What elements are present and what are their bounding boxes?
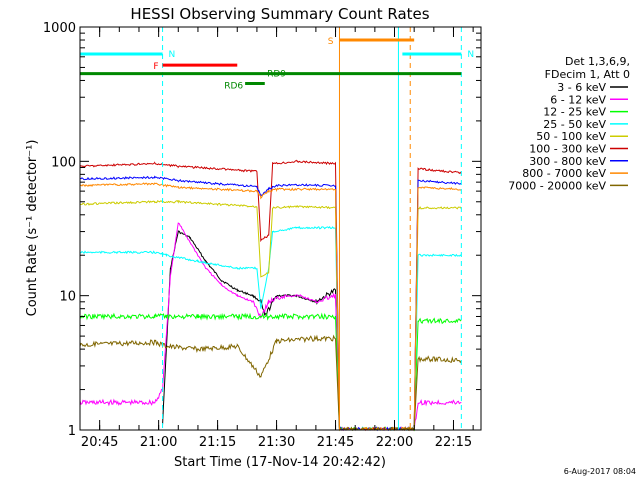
flag-label-f-2: F: [153, 62, 158, 72]
legend-label-50-100-kev: 50 - 100 keV: [536, 130, 606, 143]
footer-timestamp: 6-Aug-2017 08:04: [564, 467, 636, 476]
flag-label-s-3: S: [328, 37, 334, 47]
legend-label-6-12-kev: 6 - 12 keV: [550, 93, 606, 106]
legend-label-800-7000-kev: 800 - 7000 keV: [522, 167, 606, 180]
x-axis-label: Start Time (17-Nov-14 20:42:42): [174, 455, 386, 470]
legend-label-12-25-kev: 12 - 25 keV: [543, 106, 606, 119]
plot-frame: [79, 26, 482, 431]
x-tick-label-21-15: 21:15: [199, 435, 236, 450]
flag-label-rd9-4: RD9: [267, 70, 286, 80]
flag-layer: N N F S RD9 RD6: [80, 37, 474, 91]
x-tick-label-22-00: 22:00: [376, 435, 413, 450]
legend-label-7000-20000-kev: 7000 - 20000 keV: [508, 179, 606, 192]
legend-header-0: Det 1,3,6,9,: [565, 55, 630, 68]
chart-title: HESSI Observing Summary Count Rates: [130, 5, 429, 23]
flag-label-n-1: N: [467, 50, 474, 60]
y-tick-label-10: 10: [59, 290, 76, 305]
flag-label-rd6-5: RD6: [224, 81, 243, 91]
legend-label-3-6-kev: 3 - 6 keV: [557, 81, 606, 94]
legend-label-100-300-kev: 100 - 300 keV: [529, 143, 606, 156]
x-tick-label-21-00: 21:00: [140, 435, 177, 450]
x-tick-label-22-15: 22:15: [435, 435, 472, 450]
legend-label-300-800-kev: 300 - 800 keV: [529, 155, 606, 168]
x-tick-label-21-45: 21:45: [317, 435, 354, 450]
legend-label-25-50-kev: 25 - 50 keV: [543, 118, 606, 131]
y-axis-label: Count Rate (s⁻¹ detector⁻¹): [25, 140, 40, 317]
x-tick-label-20-45: 20:45: [81, 435, 118, 450]
y-tick-label-100: 100: [51, 155, 76, 170]
x-axis: 20:45 21:00 21:15 21:30 21:45 22:00 22:15: [79, 27, 474, 450]
x-tick-label-21-30: 21:30: [258, 435, 295, 450]
legend-header-1: FDecim 1, Att 0: [545, 68, 630, 81]
series-7000-20000-kev: [79, 334, 462, 432]
y-tick-label-1000: 1000: [43, 21, 76, 36]
y-tick-label-1: 1: [68, 424, 76, 439]
y-axis: 1 10 100 1000: [43, 21, 481, 439]
flag-label-n-0: N: [169, 50, 176, 60]
